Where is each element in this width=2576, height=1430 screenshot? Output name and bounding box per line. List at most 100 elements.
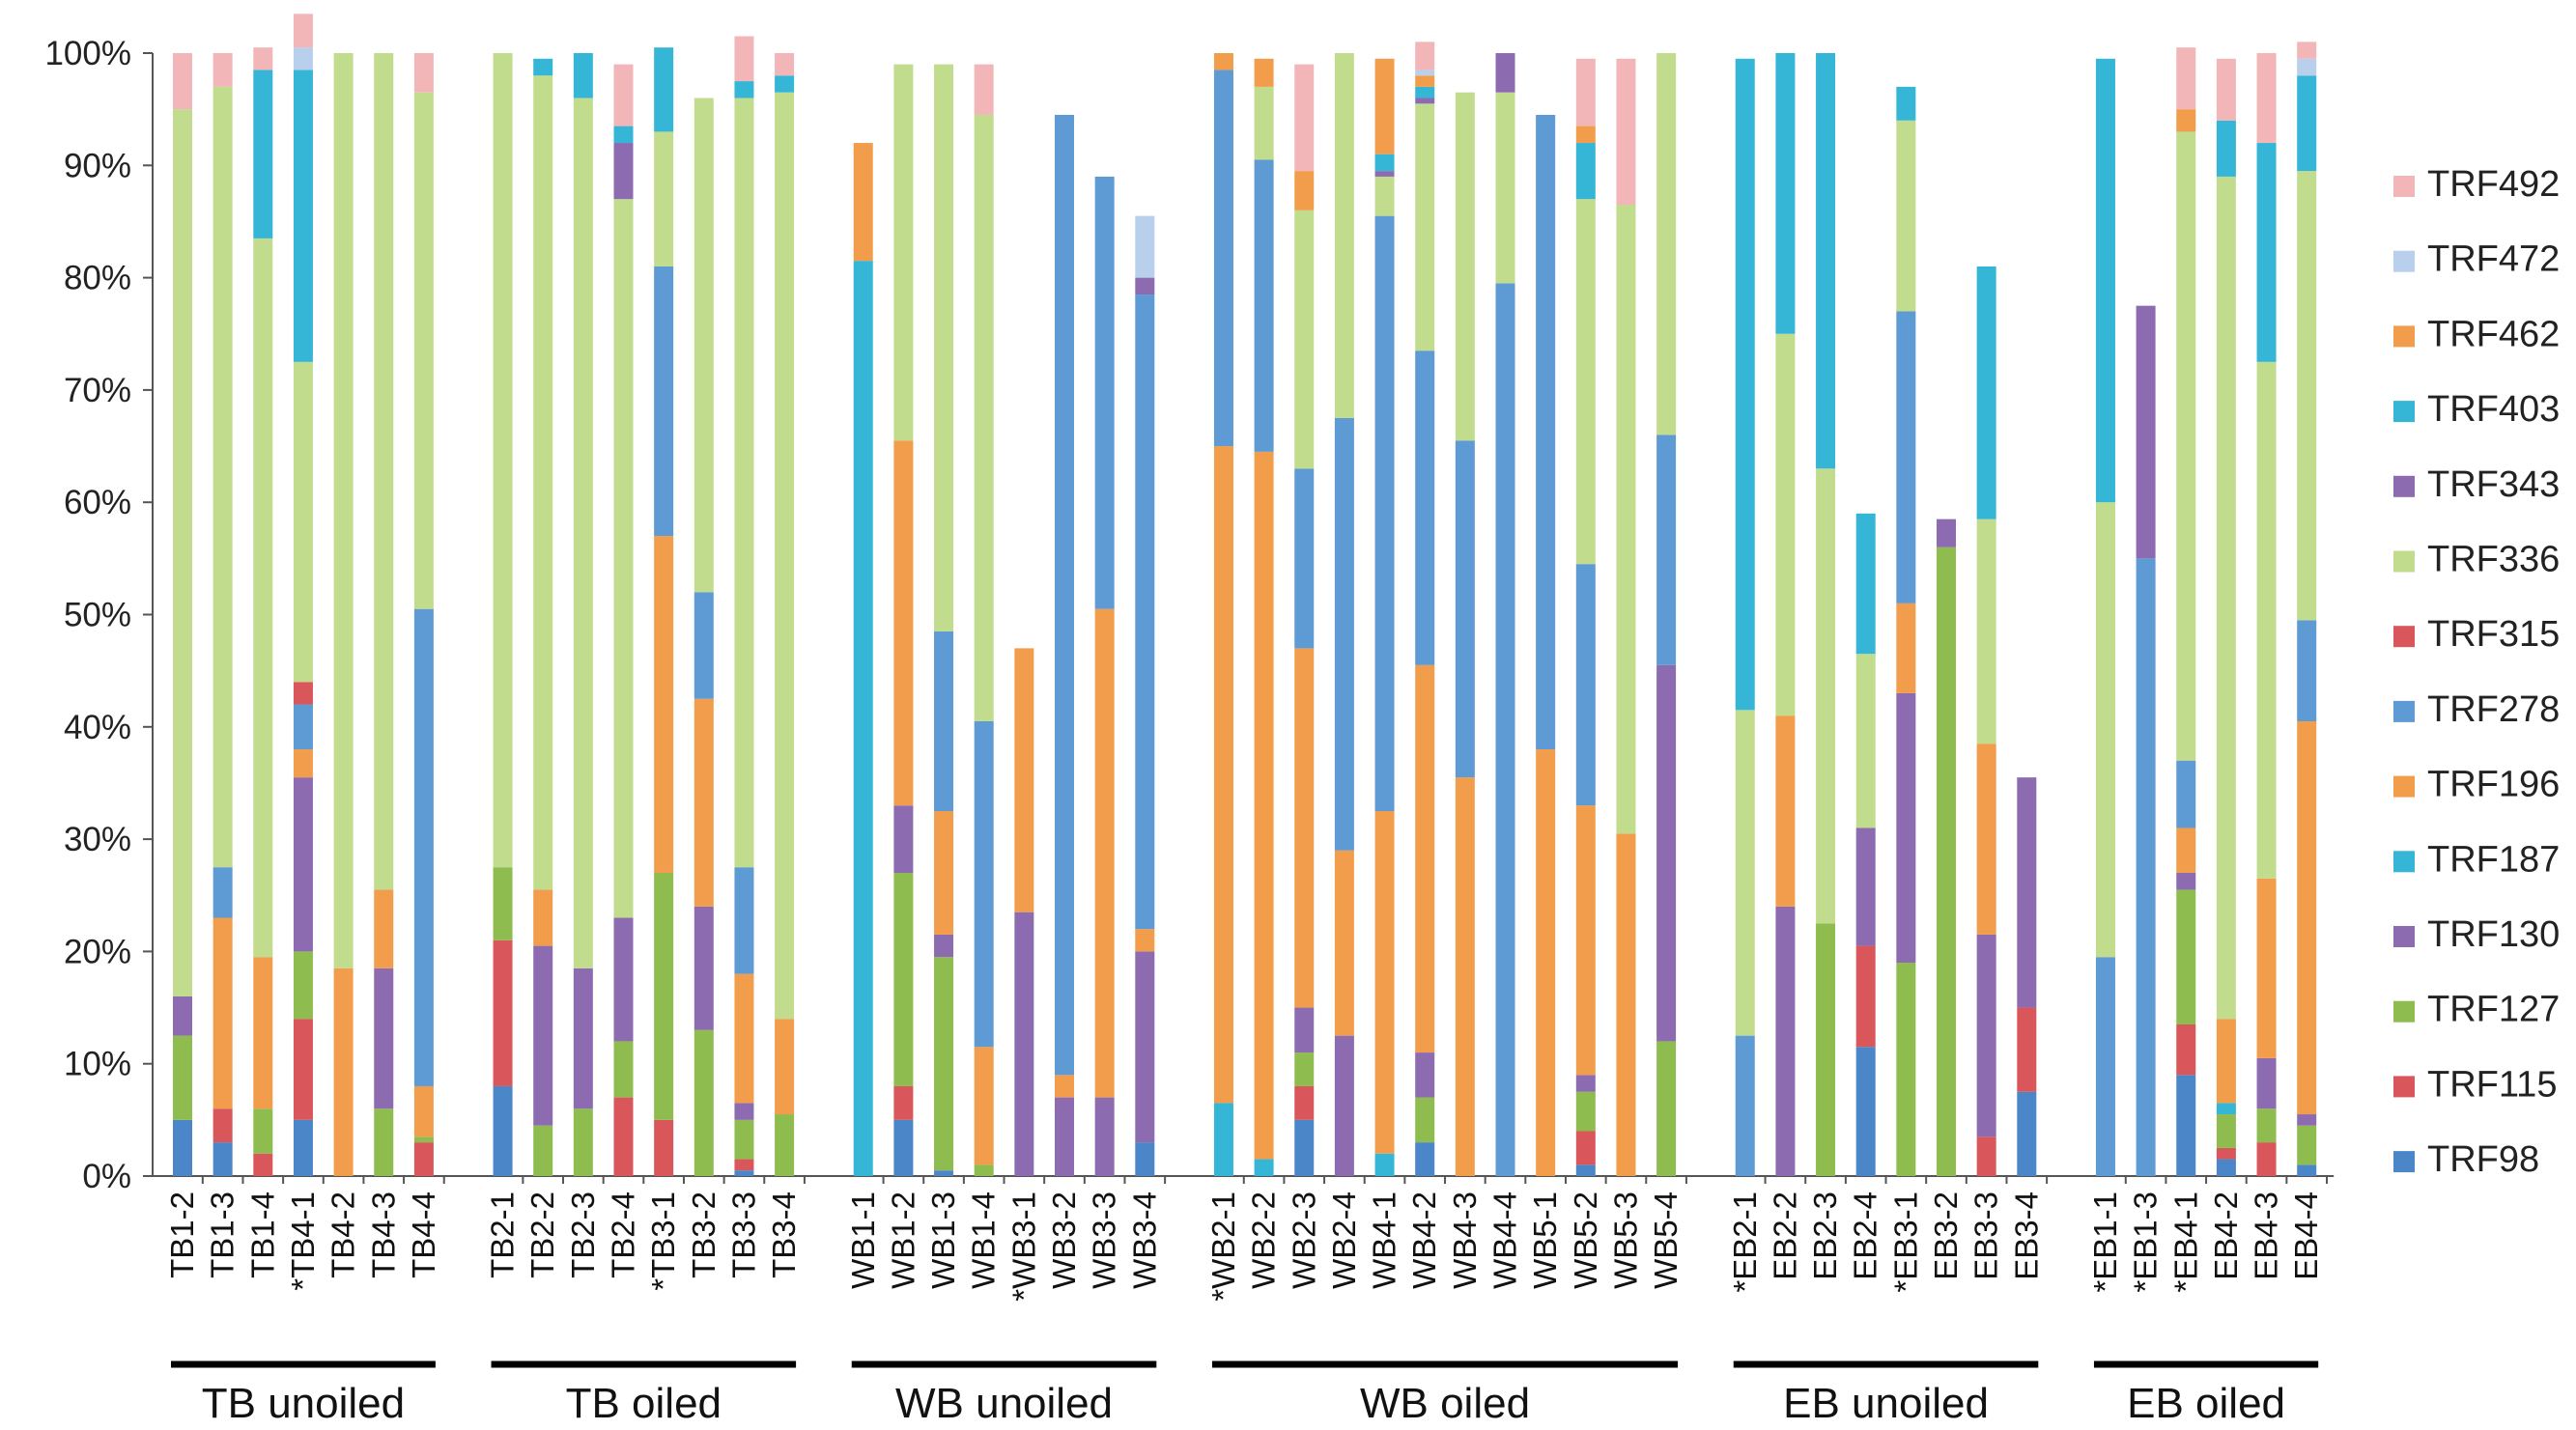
bar-segment [1374,171,1395,177]
bar-segment [293,704,313,750]
bar-segment [173,53,192,110]
bar-segment [2256,1057,2277,1109]
legend-item: TRF196 [2393,765,2560,805]
bar-segment [1575,1164,1596,1176]
legend-label: TRF127 [2427,990,2560,1030]
bar-segment [613,126,634,144]
bar-stack [253,47,273,1176]
bar-segment [1415,98,1435,104]
x-tick-label: *EB4-1 [2167,1192,2203,1293]
legend-label: TRF492 [2427,164,2560,205]
y-tick-label: 80% [64,260,131,297]
bar-segment [253,1153,273,1176]
x-tick-label: TB2-2 [524,1192,560,1278]
legend-label: TRF196 [2427,765,2560,805]
bar-segment [1415,75,1435,87]
bar-segment [1294,1119,1315,1176]
bar-stack [1816,53,1836,1176]
bar-segment [253,1108,273,1154]
bar-segment [2095,957,2115,1176]
bar-segment [533,58,553,76]
bar-segment [654,1119,674,1176]
legend-label: TRF336 [2427,540,2560,580]
x-tick-label: EB2-3 [1807,1192,1843,1280]
bar-stack [1536,114,1556,1176]
bar-segment [1135,215,1155,278]
x-tick-label: TB3-2 [686,1192,722,1278]
bar-segment [893,440,914,806]
bar-segment [853,261,873,1176]
bar-segment [2176,131,2196,761]
legend-item: TRF336 [2393,540,2560,580]
x-tick-label: WB3-2 [1046,1192,1082,1289]
bar-stack [775,53,795,1176]
bar-segment [1294,648,1315,1008]
x-tick-label: WB2-4 [1326,1192,1362,1289]
bar-stack [413,53,434,1176]
bar-segment [2176,827,2196,873]
bar-segment [974,64,994,115]
bar-stack [1294,64,1315,1176]
bar-segment [2176,1023,2196,1076]
bar-segment [2216,120,2236,177]
bar-segment [1055,1075,1074,1098]
bar-segment [293,682,313,705]
legend-swatch [2393,775,2415,798]
legend-item: TRF462 [2393,314,2560,354]
x-tick-label: *EB1-1 [2087,1192,2123,1293]
bar-segment [654,131,674,266]
bar-segment [374,1108,394,1176]
bar-segment [613,64,634,126]
bar-stack [934,64,954,1176]
bar-stack [1254,58,1274,1176]
legend-item: TRF115 [2393,1064,2557,1105]
bar-segment [173,995,192,1036]
bar-segment [1575,805,1596,1076]
bar-stack [974,64,994,1176]
bar-segment [573,98,593,968]
bar-segment [2017,1091,2037,1176]
bar-segment [1055,1097,1074,1176]
bar-segment [2216,1019,2236,1104]
bar-segment [1374,58,1395,154]
x-tick-label: *TB4-1 [285,1192,321,1291]
x-tick-label: EB4-4 [2288,1192,2324,1280]
bar-segment [934,631,954,812]
y-tick-label: 30% [64,821,131,858]
bar-stack [2095,58,2115,1176]
x-tick-label: *TB3-1 [645,1192,681,1291]
bar-segment [934,934,954,958]
bar-segment [2176,872,2196,890]
bar-stack [493,53,513,1176]
bar-segment [293,70,313,362]
bar-segment [2297,58,2317,76]
bar-segment [1334,53,1354,418]
bar-stack [2216,58,2236,1176]
bar-segment [1455,440,1475,778]
x-tick-label: WB5-3 [1607,1192,1643,1289]
bar-segment [493,939,513,1086]
bar-segment [2297,171,2317,621]
bar-segment [1656,435,1677,665]
bar-segment [212,867,233,918]
bar-segment [212,917,233,1109]
bar-segment [893,1085,914,1120]
bar-segment [253,47,273,70]
group-label: TB oiled [566,1380,722,1427]
bar-segment [1254,86,1274,160]
legend-swatch [2393,1076,2415,1098]
bar-segment [1334,850,1354,1036]
bar-segment [734,973,754,1104]
x-tick-label: WB5-1 [1527,1192,1563,1289]
bar-segment [1575,564,1596,806]
bar-segment [613,143,634,200]
bar-stack [173,53,192,1176]
bar-segment [2297,1125,2317,1165]
bar-segment [1976,934,1996,1137]
bar-segment [1735,1035,1755,1176]
bar-stack [1495,53,1515,1176]
bar-stack [533,58,553,1176]
bar-segment [1775,333,1796,716]
bar-segment [2256,1142,2277,1176]
bar-segment [2297,1164,2317,1176]
